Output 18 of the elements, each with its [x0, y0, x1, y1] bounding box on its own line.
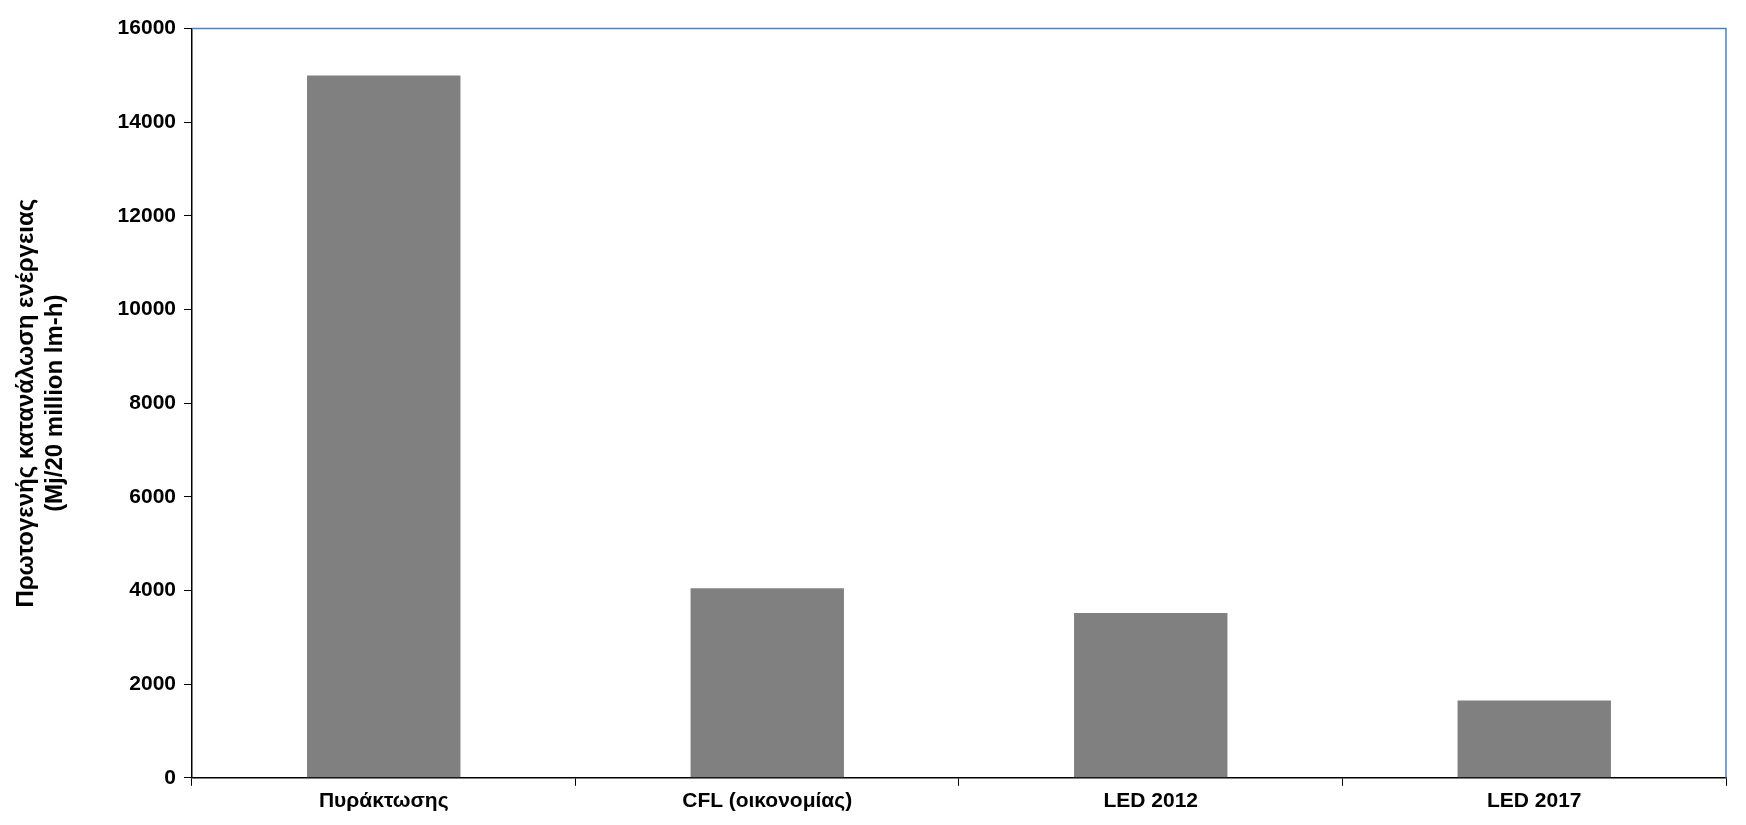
y-tick-label: 14000	[117, 109, 176, 133]
x-tick-label: CFL (οικονομίας)	[682, 788, 853, 813]
y-tick-label: 10000	[117, 296, 176, 320]
y-tick-label: 2000	[129, 670, 176, 694]
y-tick-label: 4000	[129, 577, 176, 601]
bar	[1074, 612, 1228, 778]
y-axis-title: Πρωτογενής κατανάλωση ενέργειας (Mj/20 million lm-h)	[11, 198, 67, 608]
y-tick-label: 12000	[117, 202, 176, 226]
x-tick-label: LED 2012	[1103, 788, 1199, 812]
y-tick-label: 0	[164, 764, 176, 788]
bar	[1457, 700, 1611, 778]
y-tick-label: 6000	[129, 483, 176, 507]
y-tick-label: 16000	[117, 15, 176, 39]
bar	[307, 75, 461, 778]
bar	[690, 588, 844, 778]
x-tick-label: Πυράκτωσης	[318, 788, 449, 813]
x-tick-label: LED 2017	[1486, 788, 1582, 812]
y-tick-label: 8000	[129, 390, 176, 413]
